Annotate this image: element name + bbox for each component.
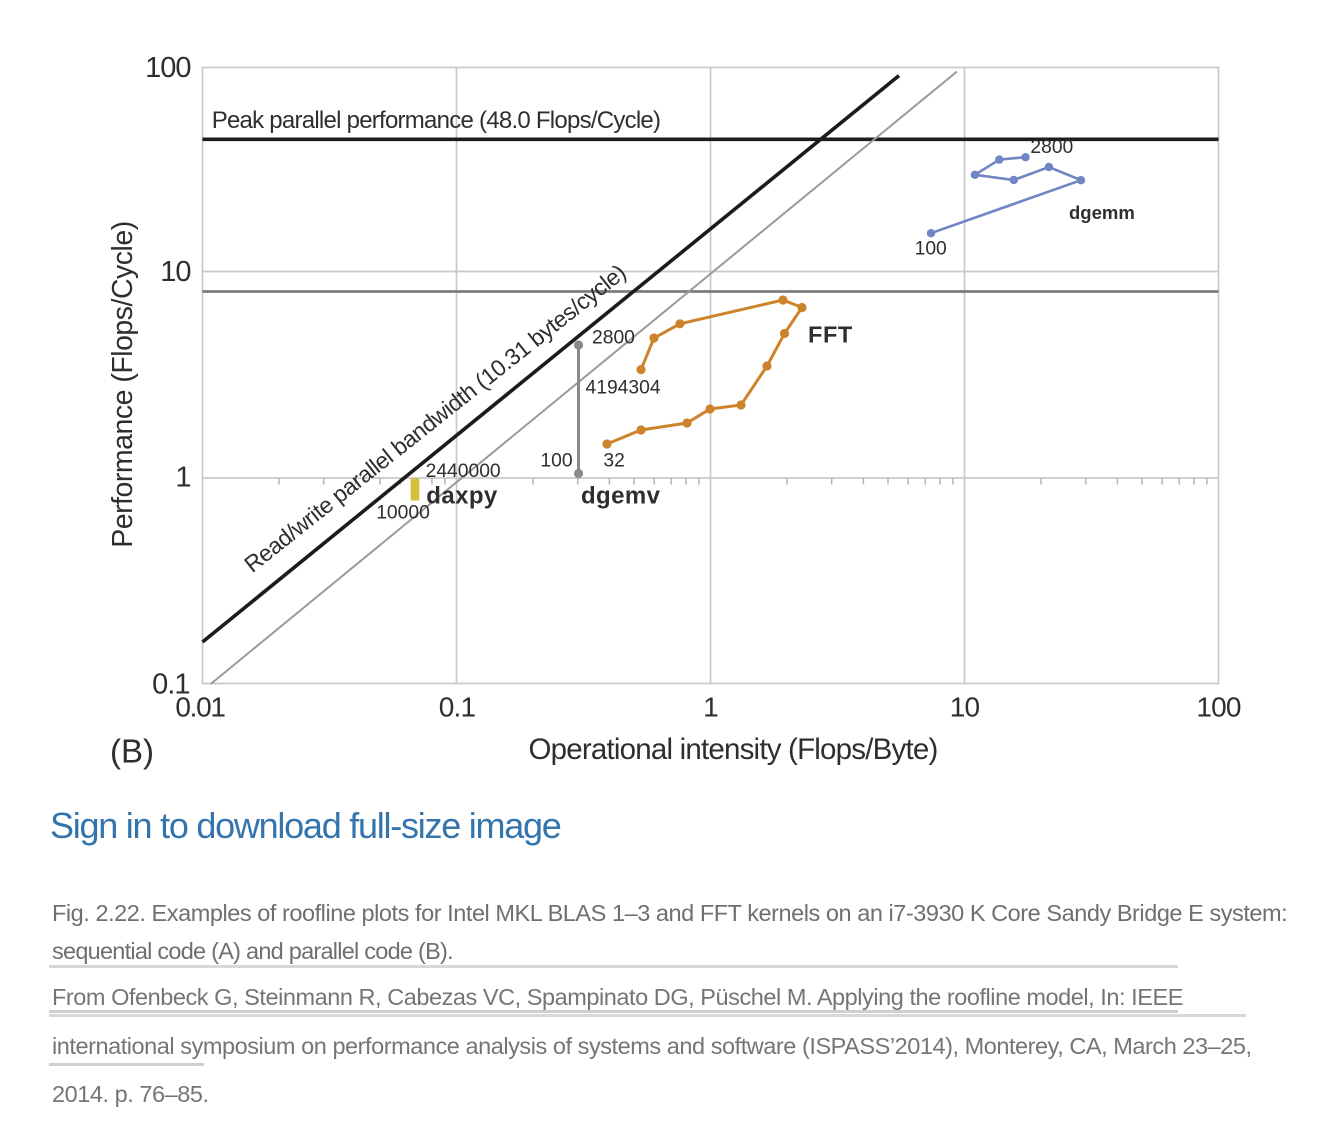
svg-text:32: 32 <box>603 451 624 472</box>
svg-text:Operational intensity (Flops/B: Operational intensity (Flops/Byte) <box>529 733 938 766</box>
svg-text:2800: 2800 <box>592 328 635 349</box>
svg-text:1: 1 <box>703 692 718 723</box>
svg-text:daxpy: daxpy <box>426 483 498 510</box>
svg-text:Peak parallel performance (48.: Peak parallel performance (48.0 Flops/Cy… <box>212 107 661 134</box>
svg-text:1: 1 <box>175 462 190 494</box>
svg-text:dgemv: dgemv <box>581 483 661 510</box>
svg-text:2440000: 2440000 <box>426 461 501 482</box>
svg-text:0.1: 0.1 <box>439 692 476 723</box>
svg-text:100: 100 <box>145 52 190 84</box>
svg-text:dgemm: dgemm <box>1069 202 1135 223</box>
svg-text:100: 100 <box>915 239 947 260</box>
svg-text:2800: 2800 <box>1030 137 1073 158</box>
svg-text:0.1: 0.1 <box>152 669 189 701</box>
svg-text:100: 100 <box>1196 692 1241 723</box>
svg-text:10: 10 <box>160 256 190 288</box>
svg-text:FFT: FFT <box>808 322 853 348</box>
svg-text:(B): (B) <box>110 732 154 769</box>
svg-text:0.01: 0.01 <box>175 692 225 723</box>
svg-text:10000: 10000 <box>376 503 430 524</box>
svg-text:Read/write parallel bandwidth: Read/write parallel bandwidth (10.31 byt… <box>239 259 630 577</box>
svg-text:100: 100 <box>540 451 572 472</box>
svg-text:4194304: 4194304 <box>586 378 661 399</box>
svg-text:Performance (Flops/Cycle): Performance (Flops/Cycle) <box>107 221 139 547</box>
svg-text:10: 10 <box>950 692 980 723</box>
